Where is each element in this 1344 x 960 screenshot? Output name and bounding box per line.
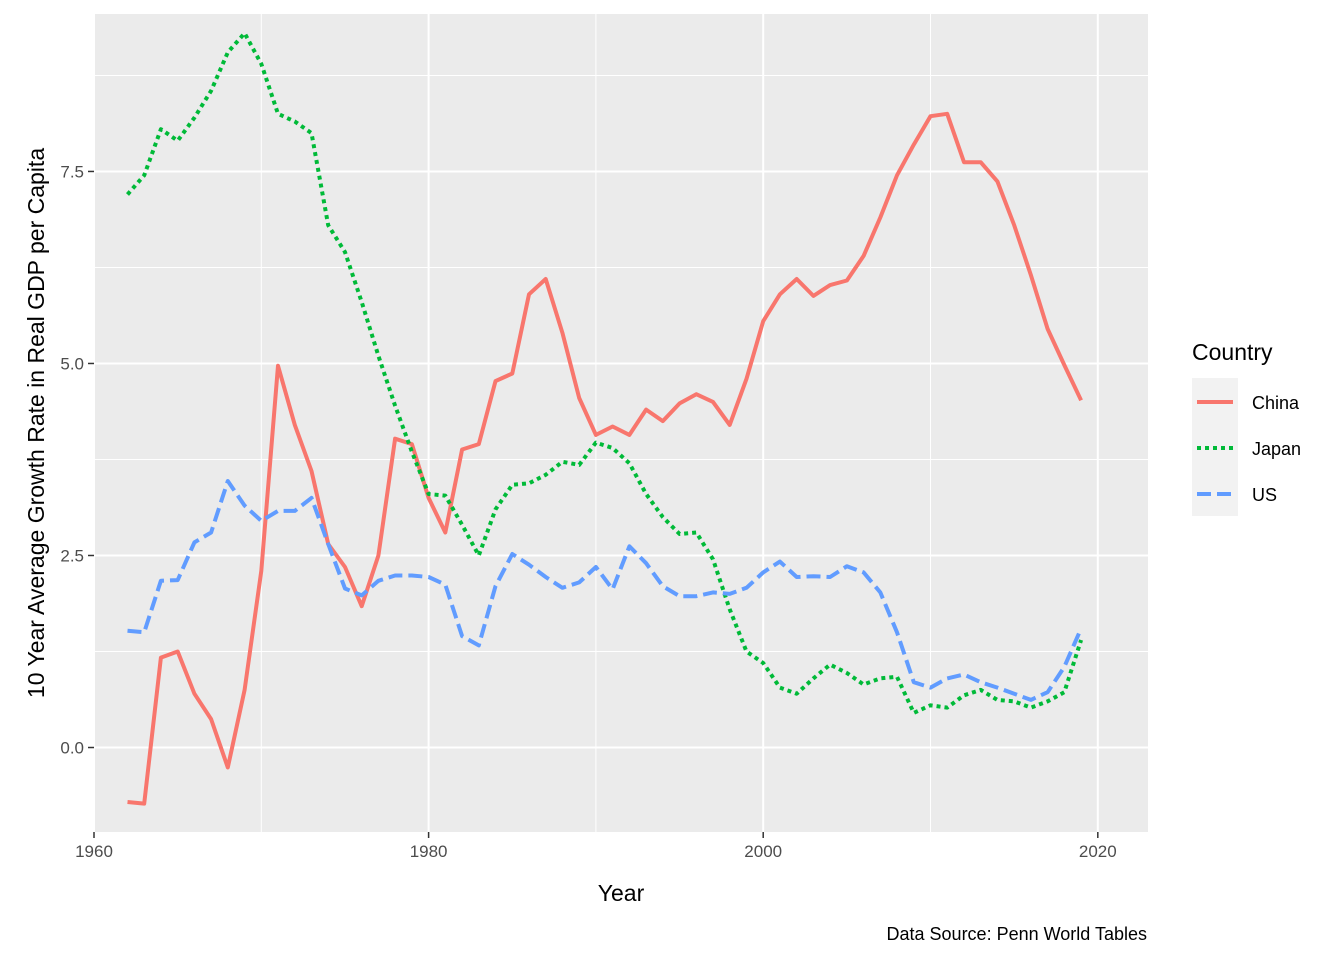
series-line-china <box>127 111 1083 806</box>
legend-label-japan: Japan <box>1252 439 1301 459</box>
x-tick-label: 1980 <box>410 842 448 861</box>
x-axis-title: Year <box>598 880 645 906</box>
y-axis: 0.0 2.5 5.0 7.5 <box>60 162 94 758</box>
legend-label-us: US <box>1252 485 1277 505</box>
legend-items: China Japan US <box>1197 393 1301 505</box>
y-tick-label: 5.0 <box>60 354 84 373</box>
legend: Country China Japan US <box>1192 339 1301 516</box>
legend-label-china: China <box>1252 393 1300 413</box>
y-axis-title: 10 Year Average Growth Rate in Real GDP … <box>23 148 49 698</box>
legend-title: Country <box>1192 339 1273 365</box>
series-line-us <box>127 479 1083 702</box>
plot-panel <box>94 14 1148 832</box>
x-tick-label: 2020 <box>1079 842 1117 861</box>
x-axis: 1960 1980 2000 2020 <box>75 832 1117 861</box>
major-gridlines <box>93 14 1148 832</box>
y-tick-label: 2.5 <box>60 546 84 565</box>
x-tick-label: 1960 <box>75 842 113 861</box>
y-tick-label: 0.0 <box>60 739 84 758</box>
caption: Data Source: Penn World Tables <box>887 924 1147 944</box>
series-lines <box>125 31 1084 806</box>
x-tick-label: 2000 <box>744 842 782 861</box>
series-line-japan <box>125 31 1084 715</box>
y-tick-label: 7.5 <box>60 162 84 181</box>
